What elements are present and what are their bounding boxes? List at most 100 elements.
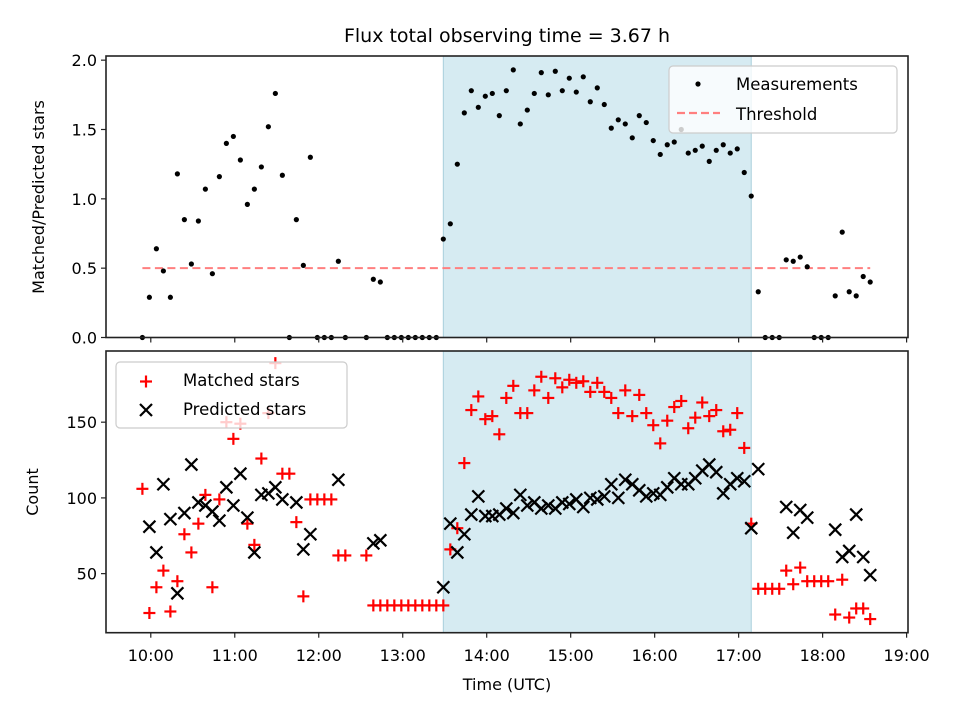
measurement-point [202, 186, 208, 192]
predicted-point-d2 [268, 480, 283, 495]
predicted-point [450, 545, 465, 560]
top-x-ticks [150, 337, 908, 343]
measurement-point [692, 147, 698, 153]
matched-point [150, 581, 163, 594]
predicted-point [751, 462, 766, 476]
measurement-point [552, 68, 558, 74]
predicted-point-d2 [191, 495, 206, 510]
measurement-point [608, 125, 614, 131]
predicted-point [639, 489, 654, 504]
predicted-point [541, 498, 556, 513]
predicted-point-d2 [597, 489, 612, 504]
predicted-point [499, 501, 514, 516]
predicted-point [205, 504, 220, 519]
matched-point [619, 384, 632, 397]
measurement-point [846, 289, 852, 295]
matched-point [535, 370, 548, 383]
measurement-point [370, 276, 376, 282]
top-y-axis-label: Matched/Predicted stars [29, 100, 48, 294]
measurement-point [517, 121, 523, 127]
matched-point [192, 517, 205, 530]
predicted-point-d2 [289, 495, 304, 510]
predicted-point-d2 [436, 580, 451, 595]
x-tick-label: 12:00 [296, 646, 342, 665]
matched-point [283, 467, 296, 480]
measurement-point [622, 121, 628, 127]
predicted-point-d2 [156, 477, 171, 492]
predicted-stars-series [142, 457, 877, 601]
top-panel: 0.00.51.01.52.0 Matched/Predicted stars … [29, 51, 909, 348]
bottom-y-ticks: 50 100 150 [66, 413, 106, 584]
predicted-point [562, 497, 577, 511]
predicted-point-d2 [233, 466, 248, 481]
x-tick-label: 10:00 [128, 646, 174, 665]
measurement-point [258, 164, 264, 170]
predicted-point-d2 [177, 506, 192, 520]
predicted-point [142, 519, 157, 534]
matched-point [605, 391, 618, 404]
measurement-point [307, 154, 313, 160]
chart-title: Flux total observing time = 3.67 h [344, 25, 670, 47]
predicted-point [597, 489, 612, 504]
predicted-point [170, 586, 185, 601]
predicted-point-d2 [709, 465, 724, 479]
measurements-series [139, 67, 873, 341]
predicted-point-d2 [275, 492, 290, 507]
matched-point [787, 578, 800, 591]
predicted-point [849, 507, 863, 522]
predicted-point [590, 492, 605, 507]
bottom-axes-frame [105, 350, 909, 634]
top-y-tick-label: 0.0 [72, 329, 97, 348]
predicted-point [800, 510, 815, 525]
predicted-point [373, 533, 388, 548]
measurement-point [482, 93, 488, 99]
matched-point [654, 437, 667, 450]
top-axes-frame [105, 55, 909, 339]
measurement-point [153, 246, 159, 252]
predicted-point [247, 545, 262, 560]
measurement-point [188, 261, 194, 267]
measurement-point [706, 158, 712, 164]
bottom-x-ticks: 10:00 11:00 12:00 13:00 14:00 15:00 16:00 17:00… [128, 632, 930, 665]
predicted-point [828, 522, 842, 537]
predicted-point-d2 [534, 501, 549, 516]
measurement-point [783, 257, 789, 263]
predicted-point-d2 [198, 498, 213, 513]
matched-point [829, 608, 842, 621]
measurement-point [720, 142, 726, 148]
predicted-point-d2 [184, 457, 199, 472]
matched-point [255, 452, 268, 465]
matched-point [773, 582, 786, 595]
measurement-point [454, 161, 460, 167]
matched-point [731, 407, 744, 420]
predicted-point-d2 [744, 521, 759, 535]
predicted-point-d2 [527, 495, 542, 510]
predicted-point-d2 [576, 500, 591, 514]
measurement-point [797, 254, 803, 260]
legend-matched-label: Matched stars [183, 371, 300, 390]
measurement-point [265, 124, 271, 130]
measurement-point [832, 293, 838, 299]
predicted-point-d2 [786, 525, 801, 540]
predicted-point-d2 [170, 586, 185, 601]
predicted-point-d2 [793, 503, 808, 517]
predicted-point [856, 550, 870, 564]
measurement-point [468, 88, 474, 94]
legend-matched-marker [140, 375, 152, 388]
predicted-point-d2 [618, 472, 633, 487]
matched-point [640, 407, 653, 420]
measurement-point [587, 99, 593, 105]
measurement-point [671, 139, 677, 145]
measurement-point [538, 70, 544, 76]
predicted-point-d2 [331, 472, 346, 487]
predicted-point [611, 491, 626, 505]
top-y-tick-label: 0.5 [72, 259, 97, 278]
bottom-y-tick-label: 50 [77, 565, 97, 584]
predicted-point-d2 [842, 544, 856, 558]
matched-point [465, 404, 478, 417]
measurement-point [237, 157, 243, 163]
matched-point [479, 413, 492, 426]
predicted-point-d2 [828, 522, 842, 537]
predicted-point-d2 [660, 480, 675, 495]
